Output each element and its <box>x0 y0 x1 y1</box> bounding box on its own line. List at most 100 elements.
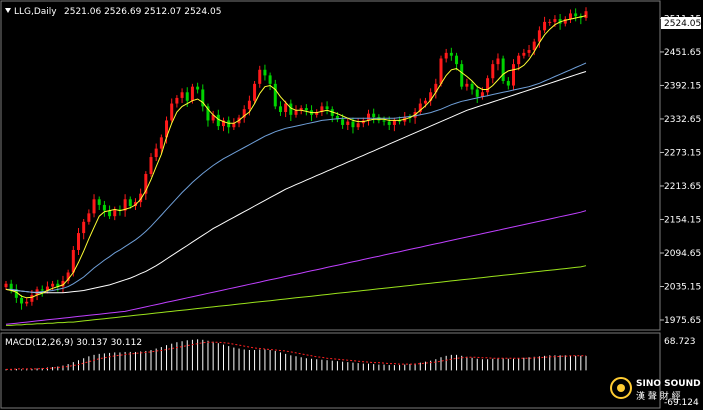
logo-cjk: 漢 聲 財 經 <box>636 390 681 402</box>
ma-long-line <box>5 210 587 325</box>
price-tick-label: 2332.65 <box>664 115 701 125</box>
candle-body <box>460 64 464 87</box>
candle-body <box>315 112 319 115</box>
candle-body <box>486 78 490 93</box>
macd-pane <box>5 339 587 371</box>
candle-body <box>532 41 536 51</box>
candle-body <box>97 199 101 205</box>
candle <box>92 194 96 218</box>
macd-pane-frame <box>0 332 661 409</box>
candle <box>77 228 80 256</box>
candle-body <box>149 157 153 174</box>
candle <box>102 200 106 217</box>
candle <box>149 153 153 177</box>
ma-fast-line <box>5 15 587 299</box>
candle <box>372 108 376 124</box>
candle-body <box>185 92 189 101</box>
logo-circle-icon <box>610 377 632 399</box>
candle-body <box>584 11 588 18</box>
candle-body <box>25 301 29 304</box>
symbol-timeframe: LLG,Daily <box>14 7 57 17</box>
candle <box>242 105 246 123</box>
candle-body <box>9 283 13 290</box>
price-tick-label: 2451.65 <box>664 48 701 58</box>
candle <box>367 109 370 126</box>
candle <box>470 81 474 95</box>
candle <box>294 105 298 118</box>
candle <box>418 98 422 115</box>
candle-body <box>574 13 578 17</box>
candle <box>144 171 148 200</box>
candle <box>227 116 231 134</box>
candle-body <box>247 100 251 110</box>
candle <box>216 109 220 131</box>
candle <box>496 53 500 71</box>
sino-sound-logo: SINO SOUND 漢 聲 財 經 <box>610 377 701 402</box>
candle <box>460 60 464 90</box>
candle-body <box>423 100 427 104</box>
candle-body <box>66 272 70 281</box>
candle-body <box>330 109 334 116</box>
candle-body <box>351 121 355 128</box>
candle <box>543 16 547 34</box>
candle-body <box>56 283 60 287</box>
candle-body <box>232 123 236 128</box>
candle <box>14 284 18 303</box>
current-price-label: 2524.05 <box>664 19 701 29</box>
candle <box>66 269 70 284</box>
candle <box>133 198 137 210</box>
candle-body <box>87 213 91 222</box>
candle-body <box>144 173 148 194</box>
candle <box>278 101 282 116</box>
candle <box>108 205 112 219</box>
candle <box>434 78 438 99</box>
candle <box>139 188 143 208</box>
candle-body <box>506 81 510 86</box>
candle <box>284 100 288 118</box>
candle <box>449 47 453 61</box>
candle-body <box>273 83 277 107</box>
candle <box>180 88 184 103</box>
candle <box>97 196 101 210</box>
candle-body <box>284 103 288 112</box>
candle <box>444 48 448 63</box>
collapse-triangle-icon[interactable] <box>5 8 11 13</box>
candle <box>584 7 588 21</box>
macd-axis-top: 68.723 <box>664 337 696 347</box>
candle-body <box>45 286 49 291</box>
candle-body <box>201 89 205 107</box>
price-tick-label: 1975.65 <box>664 316 701 326</box>
ohlc-readout: 2521.06 2526.69 2512.07 2524.05 <box>64 7 221 17</box>
candle-body <box>51 283 55 287</box>
candle-body <box>61 280 65 287</box>
candle-body <box>563 19 567 24</box>
price-pane-frame <box>0 0 661 331</box>
candle-body <box>222 120 225 127</box>
candle-body <box>294 110 298 115</box>
candle-body <box>123 199 127 211</box>
candle-body <box>398 120 402 122</box>
candle <box>123 194 127 217</box>
macd-signal-line <box>6 341 586 370</box>
candle <box>439 55 443 87</box>
ma-slow-line <box>5 71 587 294</box>
candle <box>537 26 541 48</box>
candle <box>356 118 360 131</box>
candle-body <box>387 121 391 125</box>
candle-body <box>113 209 117 217</box>
candle-body <box>71 249 75 273</box>
candle <box>113 206 117 221</box>
candle-body <box>108 210 112 217</box>
price-tick-label: 2213.65 <box>664 182 701 192</box>
candle-body <box>346 121 350 125</box>
candle-body <box>139 193 143 203</box>
candle-body <box>558 19 562 24</box>
candle <box>51 280 55 291</box>
candle <box>222 117 225 132</box>
candle <box>206 103 210 127</box>
candle-body <box>444 52 448 59</box>
price-tick-label: 2392.15 <box>664 81 701 91</box>
candle-body <box>517 55 521 65</box>
